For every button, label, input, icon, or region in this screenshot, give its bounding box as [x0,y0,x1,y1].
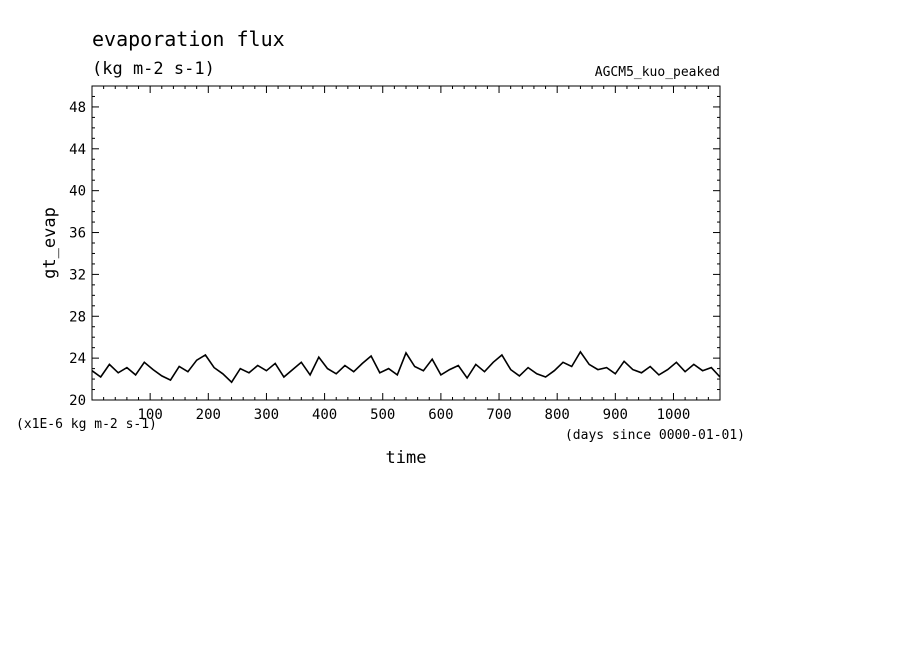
y-tick-label: 24 [69,351,86,367]
x-tick-label: 1000 [657,407,691,423]
y-unit-note: (x1E-6 kg m-2 s-1) [16,417,157,432]
y-axis-label: gt_evap [40,207,60,279]
y-tick-label: 36 [69,226,86,242]
axis-ticks [92,86,720,401]
x-axis-label: time [386,448,427,468]
x-tick-label: 500 [370,407,395,423]
experiment-label: AGCM5_kuo_peaked [595,65,720,80]
x-tick-label: 300 [254,407,279,423]
y-tick-label: 32 [69,267,86,283]
x-tick-label: 600 [428,407,453,423]
x-tick-label: 700 [486,407,511,423]
y-tick-label: 48 [69,100,86,116]
x-tick-label: 800 [545,407,570,423]
y-tick-labels: 20 24 28 32 36 40 44 48 [69,100,86,409]
x-tick-label: 200 [196,407,221,423]
x-tick-label: 900 [603,407,628,423]
chart-title: evaporation flux [92,27,285,51]
series-line [91,350,721,384]
x-tick-label: 400 [312,407,337,423]
x-tick-label: 100 [137,407,162,423]
y-tick-label: 44 [69,142,86,158]
x-tick-labels: 100 200 300 400 500 600 700 800 900 1000 [137,407,690,423]
y-tick-label: 20 [69,393,86,409]
x-unit-note: (days since 0000-01-01) [565,428,745,443]
y-tick-label: 28 [69,309,86,325]
y-tick-label: 40 [69,184,86,200]
chart-subtitle: (kg m-2 s-1) [92,59,215,79]
